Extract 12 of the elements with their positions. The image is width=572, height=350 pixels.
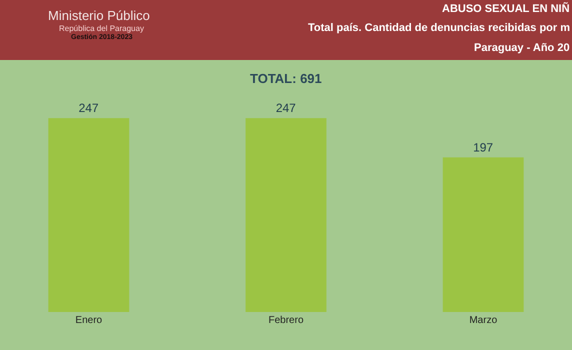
chart-title: ABUSO SEXUAL EN NIÑ [442,2,570,15]
text: República del Paraguay [59,24,144,33]
data-label: 247 [78,101,99,116]
data-label: 247 [276,101,296,116]
text: Paraguay - Año 20 [474,42,570,54]
data-label: 197 [473,140,494,154]
chart-subtitle: Total país. Cantidad de denuncias recibidas por m [308,22,570,34]
text: Ministerio Público [48,8,150,23]
x-tick-label: Febrero [268,315,304,326]
x-tick-label: Enero [75,315,103,326]
x-tick-label: Marzo [469,315,498,326]
text: TOTAL: 691 [250,71,322,86]
